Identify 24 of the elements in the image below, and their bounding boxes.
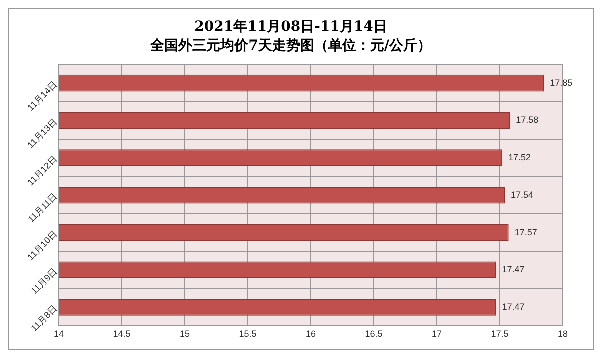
x-tick-label: 14 [54, 329, 64, 340]
chart-title: 2021年11月08日-11月14日 [194, 19, 388, 36]
y-tick-label: 11月14日 [26, 79, 60, 113]
x-tick-label: 14.5 [113, 329, 131, 340]
x-tick-label: 17.5 [491, 329, 509, 340]
data-label: 17.58 [516, 115, 539, 126]
data-label: 17.54 [511, 190, 534, 200]
y-tick-label: 11月12日 [26, 154, 60, 188]
y-tick-label: 11月13日 [26, 116, 60, 150]
data-label: 17.57 [514, 227, 538, 238]
data-label: 17.47 [502, 264, 525, 275]
chart-subtitle: 全国外三元均价7天走势图（单位：元/公斤） [150, 36, 432, 54]
data-label: 17.85 [550, 78, 573, 88]
y-tick-label: 11月9日 [29, 266, 60, 296]
x-tick-label: 18 [558, 329, 568, 340]
x-tick-label: 16.5 [365, 329, 383, 340]
x-tick-label: 15.5 [239, 329, 257, 340]
y-tick-label: 11月11日 [26, 192, 60, 225]
y-tick-label: 11月10日 [26, 228, 60, 262]
x-tick-label: 15 [180, 329, 190, 340]
x-tick-label: 17 [432, 329, 442, 340]
data-label: 17.52 [508, 152, 532, 163]
data-label: 17.47 [502, 302, 525, 312]
x-tick-label: 16 [306, 329, 316, 340]
